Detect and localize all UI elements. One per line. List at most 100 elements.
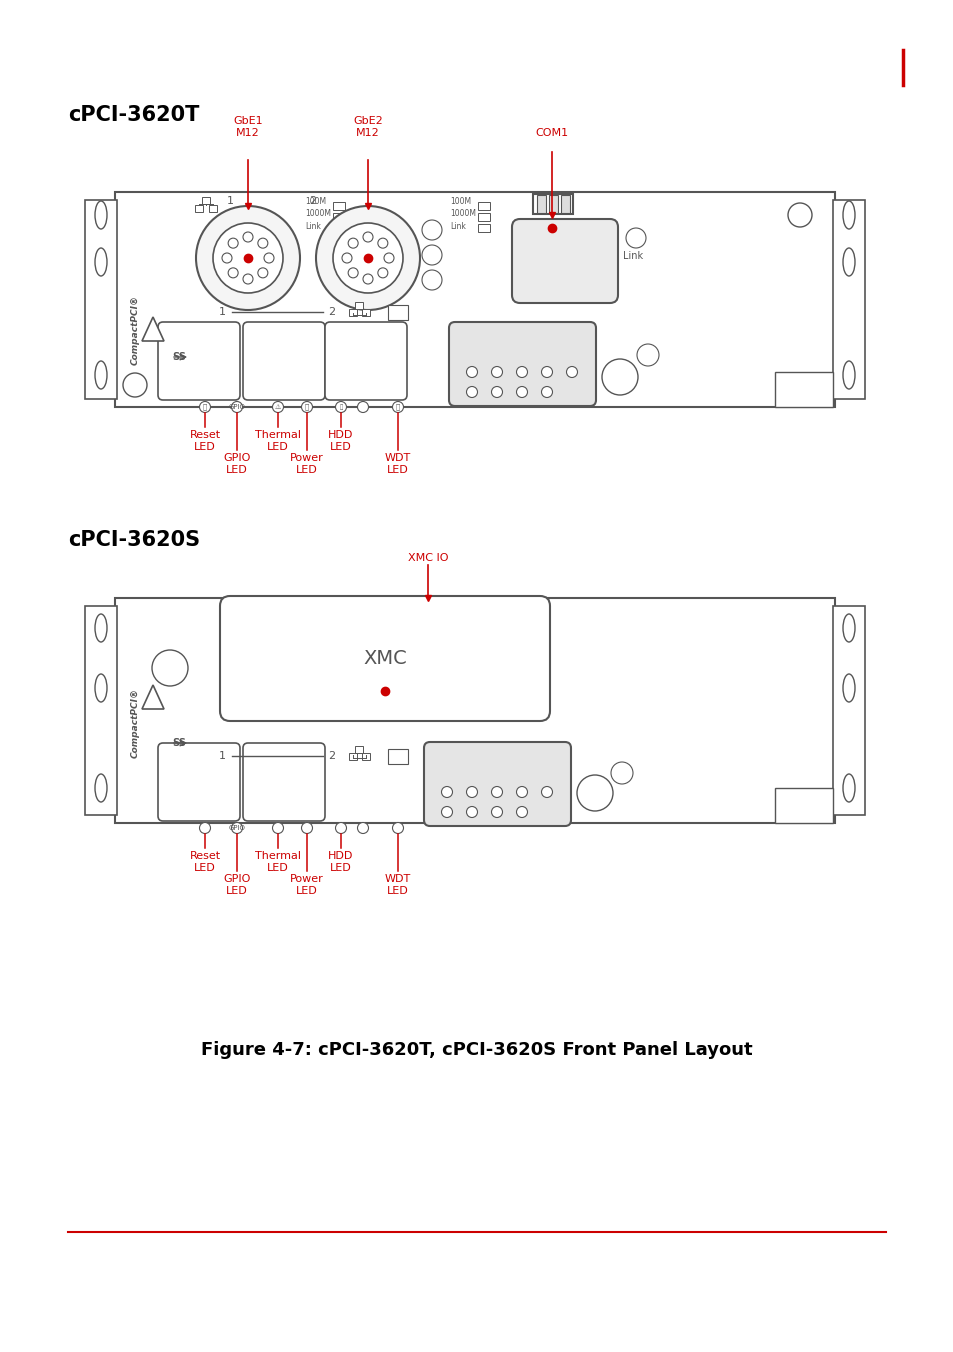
Circle shape bbox=[441, 807, 452, 818]
Text: ⏻: ⏻ bbox=[395, 404, 399, 410]
Circle shape bbox=[466, 787, 477, 798]
Text: Link: Link bbox=[622, 251, 642, 261]
Circle shape bbox=[491, 366, 502, 377]
Circle shape bbox=[392, 822, 403, 833]
Circle shape bbox=[222, 253, 232, 264]
Text: GbE1
M12: GbE1 M12 bbox=[233, 116, 262, 138]
Bar bbox=[349, 310, 356, 316]
Circle shape bbox=[273, 402, 283, 412]
Circle shape bbox=[348, 238, 357, 249]
Text: WDT
LED: WDT LED bbox=[384, 453, 411, 476]
Circle shape bbox=[377, 238, 388, 249]
Ellipse shape bbox=[95, 675, 107, 702]
Text: XMC: XMC bbox=[363, 649, 406, 668]
Bar bbox=[537, 195, 545, 214]
FancyBboxPatch shape bbox=[423, 742, 571, 826]
Circle shape bbox=[491, 807, 502, 818]
Circle shape bbox=[466, 387, 477, 397]
Circle shape bbox=[363, 274, 373, 284]
Circle shape bbox=[257, 268, 268, 279]
FancyBboxPatch shape bbox=[243, 744, 325, 821]
Circle shape bbox=[228, 268, 238, 279]
Text: 🔒: 🔒 bbox=[339, 404, 342, 410]
Bar bbox=[209, 206, 216, 212]
Ellipse shape bbox=[95, 247, 107, 276]
Circle shape bbox=[577, 775, 613, 811]
Text: CompactPCI®: CompactPCI® bbox=[131, 295, 139, 365]
Text: 2: 2 bbox=[309, 196, 316, 206]
Bar bbox=[533, 193, 573, 214]
Text: 1: 1 bbox=[218, 307, 225, 316]
Circle shape bbox=[257, 238, 268, 249]
Text: SS: SS bbox=[172, 352, 186, 362]
Circle shape bbox=[341, 253, 352, 264]
Bar bbox=[548, 195, 558, 214]
Circle shape bbox=[335, 822, 346, 833]
Circle shape bbox=[541, 787, 552, 798]
Circle shape bbox=[421, 220, 441, 241]
Circle shape bbox=[232, 822, 242, 833]
Text: GPIO
LED: GPIO LED bbox=[223, 453, 251, 476]
Bar bbox=[85, 200, 117, 399]
Polygon shape bbox=[142, 685, 164, 708]
Text: Thermal
LED: Thermal LED bbox=[254, 850, 301, 873]
Circle shape bbox=[264, 253, 274, 264]
Text: WDT
LED: WDT LED bbox=[384, 873, 411, 896]
Text: ⏻: ⏻ bbox=[305, 404, 309, 410]
Circle shape bbox=[301, 402, 313, 412]
Bar bbox=[333, 201, 345, 210]
Circle shape bbox=[213, 223, 283, 293]
Polygon shape bbox=[142, 316, 164, 341]
Circle shape bbox=[421, 245, 441, 265]
FancyBboxPatch shape bbox=[243, 322, 325, 400]
Circle shape bbox=[243, 274, 253, 284]
Bar bbox=[361, 753, 370, 760]
Text: Reset
LED: Reset LED bbox=[190, 850, 220, 873]
Bar bbox=[115, 598, 834, 823]
Circle shape bbox=[516, 787, 527, 798]
Text: COM1: COM1 bbox=[535, 128, 568, 138]
Bar bbox=[477, 224, 490, 233]
Circle shape bbox=[152, 650, 188, 685]
Text: 1: 1 bbox=[226, 196, 233, 206]
Bar bbox=[560, 195, 569, 214]
Circle shape bbox=[491, 387, 502, 397]
FancyBboxPatch shape bbox=[220, 596, 550, 721]
Circle shape bbox=[315, 206, 419, 310]
Text: GPIO: GPIO bbox=[229, 404, 245, 410]
Bar bbox=[477, 214, 490, 220]
Circle shape bbox=[441, 787, 452, 798]
Text: Power
LED: Power LED bbox=[290, 453, 323, 476]
Circle shape bbox=[273, 822, 283, 833]
Bar bbox=[388, 749, 408, 764]
Bar bbox=[774, 788, 832, 823]
Text: ⚠: ⚠ bbox=[274, 404, 281, 410]
Circle shape bbox=[421, 270, 441, 289]
Circle shape bbox=[637, 343, 659, 366]
Circle shape bbox=[625, 228, 645, 247]
Circle shape bbox=[516, 366, 527, 377]
Circle shape bbox=[243, 233, 253, 242]
Ellipse shape bbox=[842, 614, 854, 642]
Bar bbox=[202, 197, 210, 204]
Circle shape bbox=[301, 822, 313, 833]
FancyBboxPatch shape bbox=[158, 744, 240, 821]
Circle shape bbox=[363, 233, 373, 242]
Circle shape bbox=[232, 402, 242, 412]
Ellipse shape bbox=[842, 675, 854, 702]
Circle shape bbox=[466, 366, 477, 377]
Bar bbox=[194, 206, 203, 212]
Text: XMC IO: XMC IO bbox=[407, 553, 448, 562]
Text: HDD
LED: HDD LED bbox=[328, 850, 354, 873]
Text: HDD
LED: HDD LED bbox=[328, 430, 354, 453]
Circle shape bbox=[333, 223, 402, 293]
FancyBboxPatch shape bbox=[512, 219, 618, 303]
Circle shape bbox=[392, 402, 403, 412]
Text: GPIO
LED: GPIO LED bbox=[223, 873, 251, 896]
Text: SS: SS bbox=[172, 738, 186, 748]
Circle shape bbox=[228, 238, 238, 249]
Bar bbox=[477, 201, 490, 210]
Text: Figure 4-7: cPCI-3620T, cPCI-3620S Front Panel Layout: Figure 4-7: cPCI-3620T, cPCI-3620S Front… bbox=[201, 1041, 752, 1059]
Text: Reset
LED: Reset LED bbox=[190, 430, 220, 453]
Bar bbox=[361, 310, 370, 316]
